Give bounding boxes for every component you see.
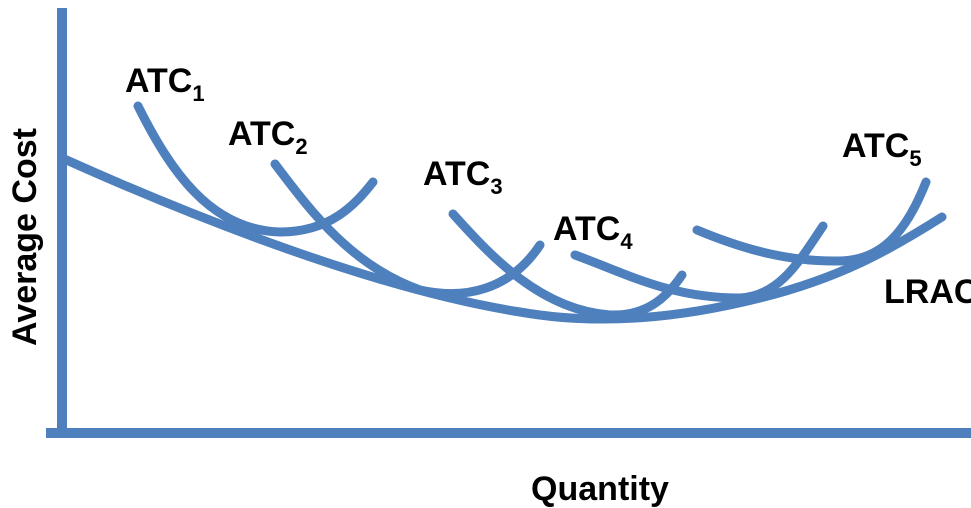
atc2-label: ATC2	[228, 115, 308, 159]
atc4-label-main: ATC	[553, 210, 620, 248]
atc4-label: ATC4	[553, 210, 633, 254]
atc3-label: ATC3	[423, 155, 503, 199]
atc5-label-subscript: 5	[909, 146, 921, 171]
atc1-label-subscript: 1	[192, 81, 204, 106]
atc1-curve	[133, 101, 378, 237]
atc5-label-main: ATC	[842, 127, 909, 165]
atc5-label: ATC5	[842, 127, 922, 171]
lrac-curve	[57, 153, 947, 324]
atc3-label-main: ATC	[423, 155, 490, 193]
atc4-label-subscript: 4	[620, 229, 633, 254]
x-axis-title: Quantity	[531, 470, 669, 508]
atc3-label-subscript: 3	[490, 174, 502, 199]
atc1-label: ATC1	[125, 62, 205, 106]
atc2-label-main: ATC	[228, 115, 295, 153]
atc2-label-subscript: 2	[295, 134, 307, 159]
atc1-label-main: ATC	[125, 62, 192, 100]
atc5-curve	[692, 177, 931, 266]
y-axis-title: Average Cost	[6, 128, 44, 346]
lrac-label: LRAC	[884, 273, 971, 311]
atc3-curve	[448, 209, 687, 320]
